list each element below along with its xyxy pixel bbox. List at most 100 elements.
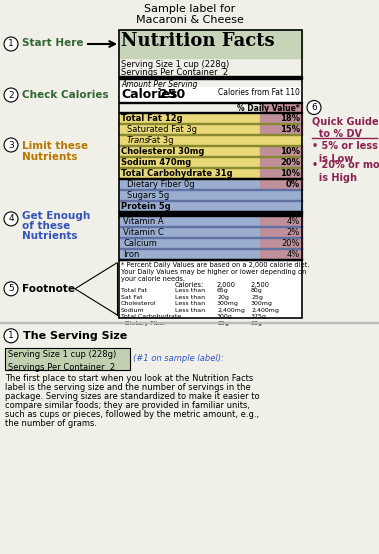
Bar: [119, 113, 302, 124]
Text: Sugars 5g: Sugars 5g: [127, 191, 169, 200]
Text: Vitamin C: Vitamin C: [123, 228, 164, 237]
Bar: [119, 168, 302, 179]
Text: 10%: 10%: [280, 169, 300, 178]
Text: Trans: Trans: [127, 136, 150, 145]
Text: 2,400mg: 2,400mg: [217, 308, 245, 313]
Bar: [260, 238, 302, 249]
Circle shape: [4, 212, 18, 226]
Bar: [119, 124, 302, 135]
Bar: [260, 124, 302, 135]
Text: Less than: Less than: [175, 288, 205, 293]
Text: Total Carbohydrate 31g: Total Carbohydrate 31g: [121, 169, 233, 178]
Circle shape: [307, 100, 321, 115]
Bar: [260, 113, 302, 124]
Text: Calories: Calories: [121, 88, 177, 101]
Bar: [119, 157, 302, 168]
Text: Your Daily Values may be higher or lower depending on: Your Daily Values may be higher or lower…: [121, 269, 306, 275]
Bar: [119, 87, 302, 103]
Text: Serving Size 1 cup (228g)
Servings Per Container  2: Serving Size 1 cup (228g) Servings Per C…: [8, 350, 116, 372]
Bar: [119, 249, 302, 260]
Text: 250: 250: [159, 88, 185, 101]
Text: 20%: 20%: [282, 239, 300, 248]
Bar: [119, 238, 302, 249]
Text: 300g: 300g: [217, 314, 233, 319]
Text: Nutrients: Nutrients: [22, 152, 77, 162]
Text: 20g: 20g: [217, 295, 229, 300]
Text: Vitamin A: Vitamin A: [123, 217, 164, 226]
Text: 65g: 65g: [217, 288, 229, 293]
Text: 375g: 375g: [251, 314, 267, 319]
Text: 0%: 0%: [286, 180, 300, 189]
Text: % Daily Value*: % Daily Value*: [237, 104, 300, 113]
Text: Nutrients: Nutrients: [22, 231, 77, 241]
Circle shape: [4, 329, 18, 343]
Text: (#1 on sample label):: (#1 on sample label):: [133, 355, 224, 363]
Text: 25g: 25g: [251, 295, 263, 300]
Bar: [119, 179, 302, 190]
Text: 25g: 25g: [217, 321, 229, 326]
Circle shape: [4, 282, 18, 296]
Text: Footnote: Footnote: [22, 284, 75, 294]
Text: 2,000: 2,000: [217, 282, 236, 288]
Bar: [119, 260, 302, 318]
Bar: [0, 322, 379, 323]
Text: 10%: 10%: [280, 147, 300, 156]
Bar: [119, 76, 302, 79]
Text: 2%: 2%: [287, 228, 300, 237]
Text: Iron: Iron: [123, 250, 139, 259]
Text: Calcium: Calcium: [123, 239, 157, 248]
Bar: [260, 249, 302, 260]
Bar: [260, 216, 302, 227]
Bar: [119, 146, 302, 157]
Text: Calories from Fat 110: Calories from Fat 110: [218, 88, 300, 97]
Text: The first place to start when you look at the Nutrition Facts: The first place to start when you look a…: [5, 374, 253, 383]
Text: 6: 6: [311, 103, 317, 112]
Text: 2,500: 2,500: [251, 282, 270, 288]
Text: • 5% or less
  is Low: • 5% or less is Low: [312, 141, 378, 164]
Text: Limit these: Limit these: [22, 141, 88, 151]
Text: Start Here: Start Here: [22, 38, 83, 48]
Text: 15%: 15%: [280, 125, 300, 134]
Text: Nutrition Facts: Nutrition Facts: [121, 32, 275, 50]
Bar: [119, 211, 302, 216]
Text: Macaroni & Cheese: Macaroni & Cheese: [136, 15, 243, 25]
Text: • 20% or more
  is High: • 20% or more is High: [312, 160, 379, 183]
Bar: [119, 30, 302, 58]
Text: 4%: 4%: [287, 217, 300, 226]
Bar: [119, 259, 302, 260]
Bar: [119, 227, 302, 238]
Text: Sodium: Sodium: [121, 308, 145, 313]
Text: Total Fat: Total Fat: [121, 288, 147, 293]
Text: * Percent Daily Values are based on a 2,000 calorie diet.: * Percent Daily Values are based on a 2,…: [121, 262, 309, 268]
Text: 300mg: 300mg: [251, 301, 273, 306]
Text: 2,400mg: 2,400mg: [251, 308, 279, 313]
Text: Saturated Fat 3g: Saturated Fat 3g: [127, 125, 197, 134]
Bar: [119, 112, 302, 113]
Circle shape: [4, 138, 18, 152]
Text: compare similar foods; they are provided in familiar units,: compare similar foods; they are provided…: [5, 401, 250, 410]
Text: Dietary Fiber: Dietary Fiber: [121, 321, 166, 326]
Text: Cholesterol: Cholesterol: [121, 301, 157, 306]
Text: 4: 4: [8, 214, 14, 223]
Text: 20%: 20%: [280, 158, 300, 167]
Text: 1: 1: [8, 331, 14, 340]
Bar: [119, 201, 302, 212]
Bar: [260, 157, 302, 168]
Text: The Serving Size: The Serving Size: [23, 331, 127, 341]
Text: Total Fat 12g: Total Fat 12g: [121, 114, 183, 123]
Text: Cholesterol 30mg: Cholesterol 30mg: [121, 147, 204, 156]
Text: Serving Size 1 cup (228g): Serving Size 1 cup (228g): [121, 60, 229, 69]
Text: Quick Guide
  to % DV: Quick Guide to % DV: [312, 116, 379, 139]
Text: Sample label for: Sample label for: [144, 4, 235, 14]
Text: Amount Per Serving: Amount Per Serving: [121, 80, 197, 89]
Text: such as cups or pieces, followed by the metric amount, e.g.,: such as cups or pieces, followed by the …: [5, 410, 259, 419]
Circle shape: [4, 37, 18, 51]
Bar: [260, 146, 302, 157]
Text: Check Calories: Check Calories: [22, 90, 109, 100]
Bar: [260, 103, 302, 112]
Text: 1: 1: [8, 39, 14, 49]
Text: Sodium 470mg: Sodium 470mg: [121, 158, 191, 167]
Text: 2: 2: [8, 90, 14, 100]
Text: 300mg: 300mg: [217, 301, 239, 306]
Text: 18%: 18%: [280, 114, 300, 123]
